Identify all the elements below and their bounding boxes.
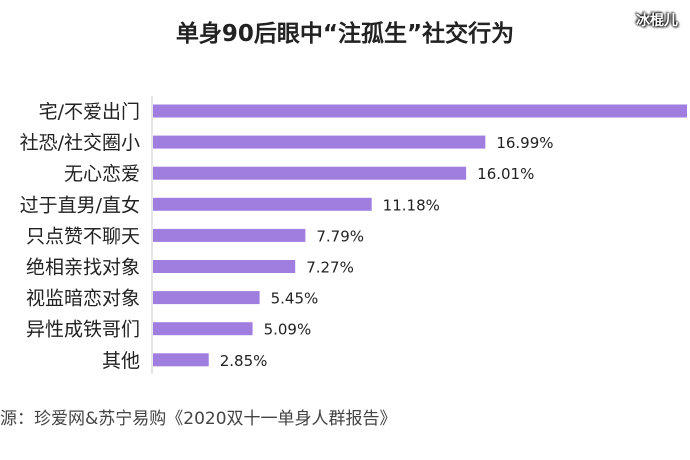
data-label: 7.79% — [316, 227, 364, 245]
bar — [153, 104, 687, 118]
bar — [153, 197, 372, 211]
category-label: 社恐/社交圈小 — [20, 132, 140, 154]
bar — [153, 291, 260, 305]
bar — [153, 166, 467, 180]
bar — [153, 228, 306, 242]
source-note: 源：珍爱网&苏宁易购《2020双十一单身人群报告》 — [0, 409, 397, 429]
category-label: 异性成铁哥们 — [26, 319, 140, 341]
bar — [153, 353, 209, 367]
category-label: 过于直男/直女 — [20, 194, 140, 216]
data-label: 16.01% — [477, 165, 534, 183]
category-label: 无心恋爱 — [64, 163, 140, 185]
category-label: 视监暗恋对象 — [26, 288, 140, 310]
category-label: 其他 — [102, 350, 140, 372]
data-label: 11.18% — [383, 196, 440, 214]
data-label: 7.27% — [306, 259, 354, 277]
data-label: 5.09% — [264, 321, 312, 339]
data-label: 2.85% — [220, 352, 268, 370]
bar — [153, 135, 486, 149]
category-label: 只点赞不聊天 — [26, 225, 140, 247]
data-label: 16.99% — [496, 134, 553, 152]
bar — [153, 260, 296, 273]
category-label: 绝相亲找对象 — [26, 257, 140, 279]
chart-title: 单身90后眼中“注孤生”社交行为 — [175, 21, 515, 47]
data-label: 5.45% — [271, 290, 319, 308]
bar — [153, 322, 253, 336]
category-label: 宅/不爱出门 — [39, 101, 140, 123]
watermark: 冰棍儿 — [636, 13, 678, 29]
